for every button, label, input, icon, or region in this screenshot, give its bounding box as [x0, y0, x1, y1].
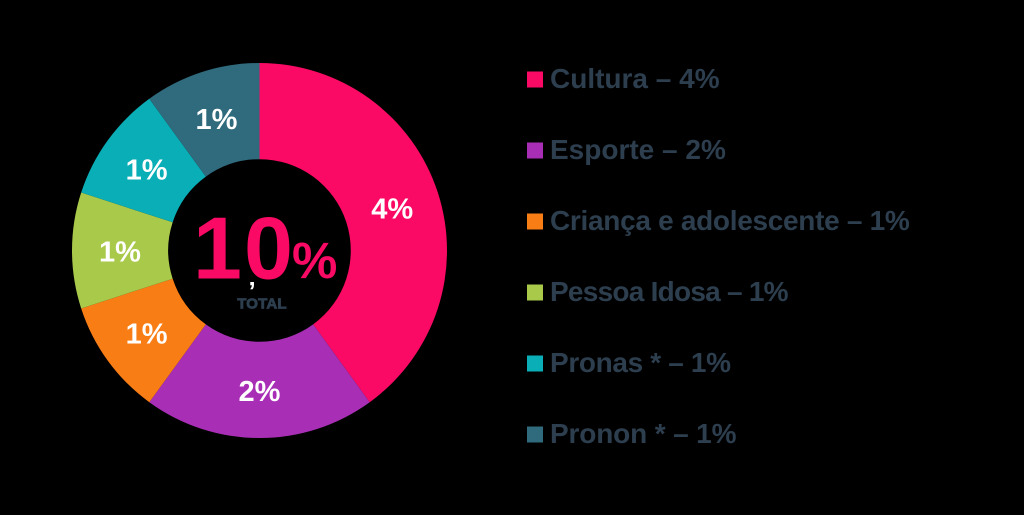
svg-text:4%: 4%: [371, 194, 413, 226]
svg-text:Pronon * – 1%: Pronon * – 1%: [550, 418, 737, 449]
svg-text:1%: 1%: [126, 155, 168, 187]
svg-text:1%: 1%: [195, 104, 237, 136]
svg-text:Pronas * – 1%: Pronas * – 1%: [550, 347, 731, 378]
svg-text:%: %: [292, 232, 337, 289]
svg-text:1%: 1%: [99, 237, 141, 269]
svg-text:1%: 1%: [126, 319, 168, 351]
svg-text:Cultura – 4%: Cultura – 4%: [550, 63, 720, 94]
svg-text:Pessoa Idosa – 1%: Pessoa Idosa – 1%: [550, 276, 789, 307]
svg-text:Esporte – 2%: Esporte – 2%: [550, 134, 726, 165]
svg-text:10: 10: [193, 199, 295, 298]
svg-text:’: ’: [249, 276, 256, 306]
svg-text:2%: 2%: [239, 376, 281, 408]
svg-text:TOTAL: TOTAL: [237, 296, 287, 313]
svg-text:Criança e adolescente – 1%: Criança e adolescente – 1%: [550, 205, 910, 236]
